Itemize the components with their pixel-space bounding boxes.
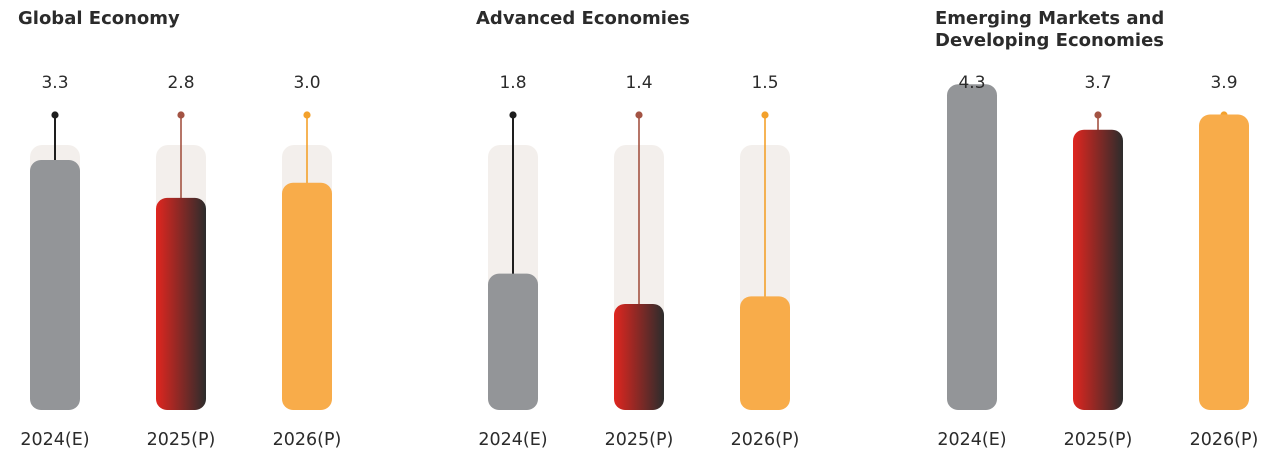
chart-panel-2: Advanced Economies 1.8 2024(E) 1.4 2025(P) 1.… bbox=[476, 8, 799, 450]
value-label: 2.8 bbox=[167, 73, 194, 93]
bar bbox=[614, 303, 664, 410]
panel-title-line: Global Economy bbox=[18, 8, 180, 29]
pin-dot bbox=[761, 111, 769, 119]
category-label: 2025(P) bbox=[605, 430, 674, 450]
value-label: 3.3 bbox=[41, 73, 68, 93]
pin-dot bbox=[51, 111, 59, 119]
value-label: 3.7 bbox=[1084, 73, 1111, 93]
pin-dot bbox=[303, 111, 311, 119]
value-label: 1.5 bbox=[751, 73, 778, 93]
bar bbox=[1199, 114, 1249, 410]
category-label: 2026(P) bbox=[1190, 430, 1259, 450]
pin-dot bbox=[635, 111, 643, 119]
panel-title-line: Developing Economies bbox=[935, 30, 1164, 51]
value-label: 3.9 bbox=[1210, 73, 1237, 93]
bar bbox=[488, 273, 538, 410]
bar bbox=[30, 160, 80, 410]
category-label: 2026(P) bbox=[273, 430, 342, 450]
bar bbox=[282, 182, 332, 410]
pin-dot bbox=[509, 111, 517, 119]
category-label: 2026(P) bbox=[731, 430, 800, 450]
value-label: 4.3 bbox=[958, 73, 985, 93]
pin-dot bbox=[177, 111, 185, 119]
value-label: 1.4 bbox=[625, 73, 652, 93]
category-label: 2025(P) bbox=[1064, 430, 1133, 450]
category-label: 2024(E) bbox=[20, 430, 89, 450]
bar bbox=[947, 84, 997, 410]
value-label: 1.8 bbox=[499, 73, 526, 93]
panel-title-line: Emerging Markets and bbox=[935, 8, 1164, 29]
bar bbox=[1073, 129, 1123, 411]
panel-title-line: Advanced Economies bbox=[476, 8, 690, 29]
bar bbox=[156, 197, 206, 410]
category-label: 2024(E) bbox=[937, 430, 1006, 450]
category-label: 2025(P) bbox=[147, 430, 216, 450]
bar bbox=[740, 296, 790, 410]
category-label: 2024(E) bbox=[478, 430, 547, 450]
chart-panel-1: Global Economy 3.3 2024(E) 2.8 2025(P) 3.0 202… bbox=[18, 8, 341, 450]
pin-dot bbox=[1094, 111, 1102, 119]
value-label: 3.0 bbox=[293, 73, 320, 93]
